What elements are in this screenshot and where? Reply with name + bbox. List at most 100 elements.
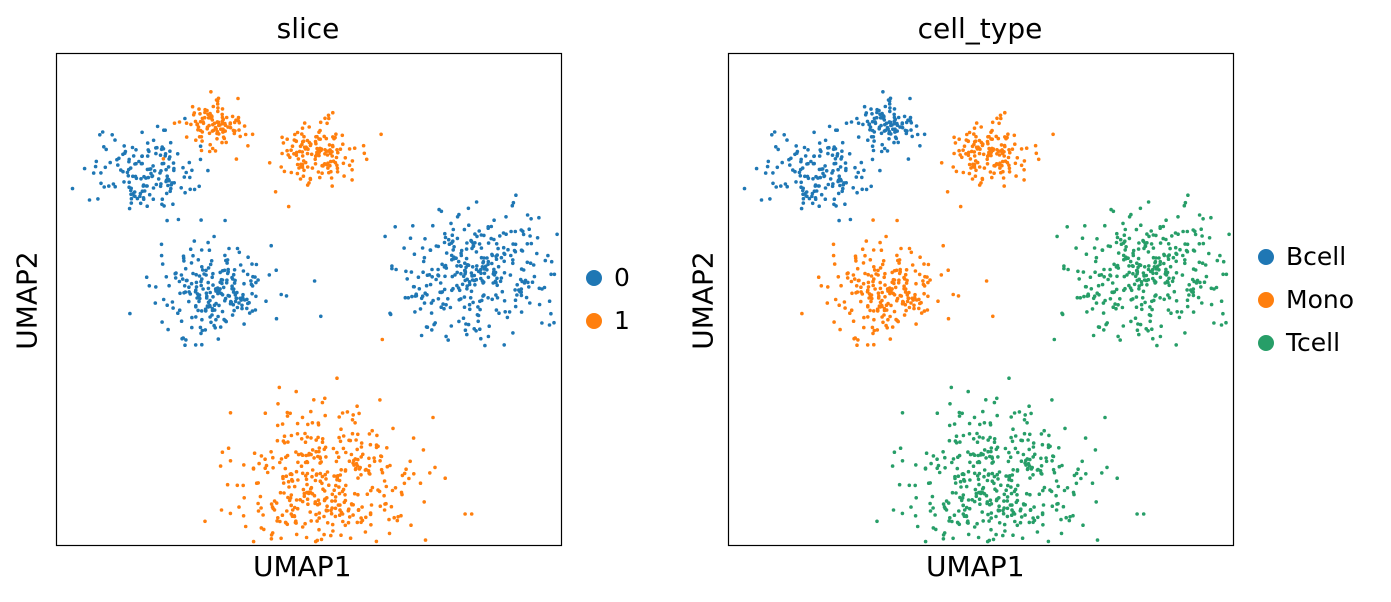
data-point	[878, 168, 882, 173]
data-point	[444, 266, 449, 270]
data-point	[310, 421, 315, 425]
data-point	[1128, 286, 1133, 290]
data-point	[242, 322, 246, 326]
data-point	[1151, 276, 1155, 281]
data-point	[220, 140, 224, 145]
data-point	[849, 120, 854, 124]
data-point	[199, 148, 204, 153]
data-point	[188, 247, 193, 251]
data-point	[826, 285, 830, 289]
data-point	[525, 242, 530, 246]
data-point	[289, 433, 294, 438]
data-point	[914, 322, 918, 326]
data-point	[132, 190, 137, 194]
data-point	[872, 265, 876, 269]
data-point	[896, 319, 900, 324]
data-point	[347, 515, 352, 519]
data-point	[271, 466, 275, 470]
data-point	[1121, 253, 1126, 258]
data-point	[409, 270, 414, 274]
data-point	[422, 500, 427, 504]
data-point	[843, 306, 847, 310]
data-point	[469, 271, 474, 275]
data-point	[1050, 504, 1055, 509]
data-point	[1046, 443, 1051, 447]
data-point	[1072, 492, 1076, 497]
data-point	[1026, 438, 1030, 442]
data-point	[819, 167, 824, 171]
data-point	[961, 512, 966, 516]
data-point	[1114, 287, 1119, 292]
data-point	[1134, 305, 1139, 309]
data-point	[295, 162, 300, 167]
data-point	[200, 116, 205, 121]
data-point	[909, 250, 914, 255]
data-point	[390, 488, 395, 493]
data-point	[205, 294, 209, 299]
data-point	[1031, 445, 1036, 449]
data-point	[529, 241, 534, 246]
data-point	[204, 268, 208, 273]
data-point	[1171, 255, 1176, 260]
data-point	[524, 295, 529, 300]
data-point	[990, 175, 994, 180]
data-point	[202, 272, 206, 276]
data-point	[160, 145, 164, 149]
data-point	[464, 256, 469, 261]
data-point	[150, 174, 154, 179]
data-point	[176, 311, 180, 316]
data-point	[160, 320, 164, 324]
data-point	[1006, 155, 1011, 160]
data-point	[467, 302, 472, 307]
data-point	[329, 511, 334, 516]
data-point	[284, 474, 289, 479]
data-point	[1176, 232, 1180, 236]
data-point	[211, 283, 215, 287]
data-point	[1003, 110, 1007, 115]
data-point	[1187, 283, 1191, 287]
data-point	[1111, 305, 1115, 309]
data-point	[420, 294, 425, 298]
data-point	[989, 511, 994, 515]
data-point	[879, 248, 884, 252]
data-point	[230, 114, 235, 119]
data-point	[855, 343, 859, 348]
data-point	[913, 269, 918, 273]
data-point	[339, 468, 344, 472]
data-point	[1139, 280, 1144, 284]
data-point	[852, 336, 856, 341]
data-point	[237, 250, 242, 255]
data-point	[1062, 266, 1066, 271]
data-point	[1081, 270, 1086, 274]
data-point	[466, 263, 471, 268]
data-point	[333, 499, 338, 503]
data-point	[320, 474, 325, 479]
data-point	[232, 120, 237, 125]
data-point	[269, 537, 274, 541]
data-point	[869, 299, 873, 304]
data-point	[476, 319, 481, 324]
data-point	[830, 184, 835, 189]
data-point	[826, 182, 831, 187]
data-point	[341, 161, 346, 166]
data-point	[313, 157, 318, 162]
data-point	[1131, 253, 1136, 258]
data-point	[1093, 259, 1098, 264]
data-point	[1200, 234, 1204, 238]
data-point	[774, 145, 778, 149]
data-point	[997, 508, 1002, 513]
data-point	[1109, 207, 1113, 212]
data-point	[929, 461, 933, 466]
data-point	[462, 268, 467, 273]
data-point	[1131, 264, 1135, 269]
data-point	[1134, 295, 1139, 299]
data-point	[880, 304, 884, 309]
data-point	[892, 278, 897, 282]
data-point	[1042, 428, 1046, 433]
data-point	[877, 304, 882, 308]
data-point	[183, 190, 187, 195]
data-point	[307, 140, 312, 145]
data-point	[855, 190, 859, 195]
data-point	[1083, 224, 1087, 228]
data-point	[87, 198, 92, 202]
